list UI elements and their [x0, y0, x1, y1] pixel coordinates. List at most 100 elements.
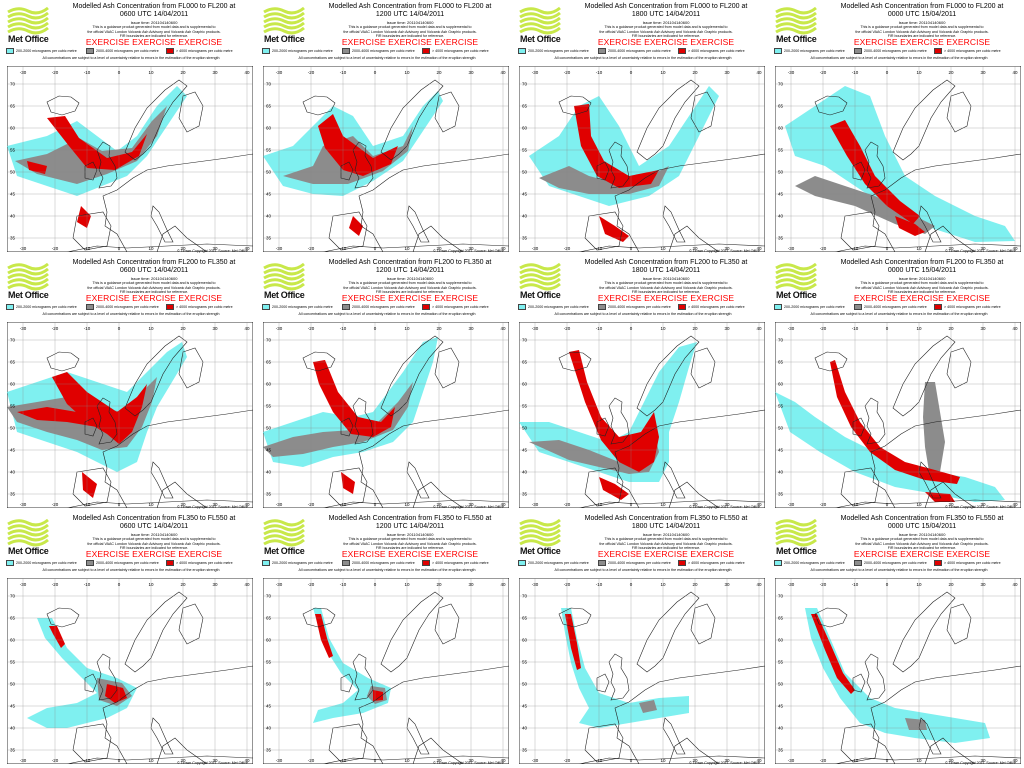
legend-swatch — [166, 304, 174, 310]
ash-plume-red — [52, 372, 147, 444]
legend-swatch — [342, 560, 350, 566]
lon-label-top: 10 — [916, 326, 922, 331]
coastline-iceland — [558, 351, 592, 372]
legend-item: > 4000 micrograms per cubic metre — [166, 48, 233, 54]
ash-panel: Met Office Modelled Ash Concentration fro… — [512, 256, 768, 512]
legend-item: > 4000 micrograms per cubic metre — [166, 560, 233, 566]
lon-label-bottom: 30 — [468, 758, 474, 763]
panel-title: Modelled Ash Concentration from FL000 to… — [56, 3, 252, 19]
lon-label-top: 40 — [756, 70, 762, 75]
legend: 200-2000 micrograms per cubic metre 2000-… — [774, 48, 1024, 54]
legend-swatch — [262, 48, 270, 54]
lon-label-bottom: -10 — [596, 246, 603, 251]
lat-label: 65 — [10, 104, 16, 109]
lat-label: 35 — [10, 236, 16, 241]
disclaimer-line: FIR boundaries are indicated for referen… — [887, 34, 957, 39]
lat-label: 50 — [778, 170, 784, 175]
lon-label-top: -30 — [20, 326, 27, 331]
legend-label: 2000-4000 micrograms per cubic metre — [608, 49, 671, 53]
lon-label-bottom: -30 — [20, 246, 27, 251]
panel-title-level: Modelled Ash Concentration from FL350 to… — [72, 515, 236, 522]
coastline-britain — [864, 653, 886, 701]
coastline-iceland — [46, 607, 80, 628]
legend-swatch — [678, 304, 686, 310]
legend-label: 2000-4000 micrograms per cubic metre — [608, 305, 671, 309]
lat-label: 60 — [10, 126, 16, 131]
coastline-scandinavia — [892, 591, 956, 673]
legend-item: > 4000 micrograms per cubic metre — [678, 48, 745, 54]
coastline-ireland — [340, 161, 354, 181]
lat-label: 45 — [778, 192, 784, 197]
panel-title-time: 1200 UTC 14/04/2011 — [375, 523, 445, 530]
brand-name: Met Office — [8, 546, 49, 556]
lon-label-top: 30 — [212, 326, 218, 331]
lon-label-top: 40 — [756, 326, 762, 331]
lat-label: 60 — [522, 382, 528, 387]
coastline-iceland — [558, 95, 592, 116]
lat-label: 60 — [10, 638, 16, 643]
legend-label: 2000-4000 micrograms per cubic metre — [352, 305, 415, 309]
lon-label-top: 20 — [436, 582, 442, 587]
coastline-continent — [102, 409, 253, 508]
lon-label-top: -10 — [852, 70, 859, 75]
lat-label: 50 — [266, 426, 272, 431]
lon-label-bottom: 10 — [660, 246, 666, 251]
lon-label-bottom: 40 — [244, 502, 250, 507]
coastline-africa — [834, 499, 1021, 508]
disclaimer-line: This is a guidance product generated fro… — [604, 281, 728, 285]
coastline-ireland — [596, 417, 610, 437]
coastline-africa — [834, 755, 1021, 764]
panel-title-time: 1800 UTC 14/04/2011 — [631, 11, 701, 18]
legend-swatch — [518, 560, 526, 566]
lat-label: 65 — [266, 104, 272, 109]
copyright: © Crown Copyright 2011. Source: Met Offi… — [177, 505, 248, 509]
ash-panel: Met Office Modelled Ash Concentration fro… — [512, 0, 768, 256]
lon-label-bottom: -30 — [788, 246, 795, 251]
disclaimer-line: FIR boundaries are indicated for referen… — [631, 34, 701, 39]
lon-label-bottom: 10 — [660, 502, 666, 507]
lon-label-bottom: -20 — [820, 758, 827, 763]
lon-label-top: 10 — [660, 582, 666, 587]
legend-item: 2000-4000 micrograms per cubic metre — [86, 304, 159, 310]
ash-map: -30 -30 -20 -20 -10 -10 0 0 10 10 20 20 30 30 40 40 70 65… — [7, 578, 253, 764]
lat-label: 45 — [266, 192, 272, 197]
lat-label: 70 — [522, 594, 528, 599]
panel-title-level: Modelled Ash Concentration from FL200 to… — [584, 259, 748, 266]
issue-time: Issue time: 201104140600 — [130, 20, 178, 25]
coastline-africa — [322, 243, 509, 252]
issue-time: Issue time: 201104140600 — [130, 276, 178, 281]
brand-name: Met Office — [520, 34, 561, 44]
copyright: © Crown Copyright 2011. Source: Met Offi… — [689, 761, 760, 765]
brand-name: Met Office — [264, 546, 305, 556]
disclaimer-line: FIR boundaries are indicated for referen… — [119, 34, 189, 39]
lon-label-top: 0 — [118, 326, 121, 331]
ash-plume-red — [895, 216, 925, 236]
lon-label-top: -20 — [564, 70, 571, 75]
legend-item: 2000-4000 micrograms per cubic metre — [342, 560, 415, 566]
ash-panel: Met Office Modelled Ash Concentration fro… — [256, 0, 512, 256]
uncertainty-note: All concentrations are subject to a leve… — [42, 56, 220, 60]
ash-panel: Met Office Modelled Ash Concentration fro… — [0, 256, 256, 512]
lon-label-top: -10 — [84, 582, 91, 587]
lon-label-bottom: 30 — [724, 502, 730, 507]
disclaimer-line: This is a guidance product generated fro… — [604, 537, 728, 541]
lat-label: 60 — [266, 126, 272, 131]
coastline-ireland — [340, 673, 354, 693]
legend-item: 200-2000 micrograms per cubic metre — [6, 48, 77, 54]
lat-label: 50 — [266, 170, 272, 175]
ash-plume-red — [569, 350, 659, 472]
coastline-continent — [102, 153, 253, 252]
lon-label-top: 40 — [756, 582, 762, 587]
lat-label: 55 — [778, 404, 784, 409]
legend-label: > 4000 micrograms per cubic metre — [176, 49, 233, 53]
legend-item: > 4000 micrograms per cubic metre — [678, 560, 745, 566]
legend-label: > 4000 micrograms per cubic metre — [944, 561, 1001, 565]
uncertainty-note: All concentrations are subject to a leve… — [298, 568, 476, 572]
disclaimer: This is a guidance product generated fro… — [312, 537, 508, 551]
lon-label-top: -10 — [84, 326, 91, 331]
lon-label-top: 0 — [374, 70, 377, 75]
issue-time: Issue time: 201104140600 — [898, 20, 946, 25]
lon-label-top: 10 — [148, 582, 154, 587]
lon-label-bottom: -20 — [564, 246, 571, 251]
lon-label-top: 10 — [404, 326, 410, 331]
